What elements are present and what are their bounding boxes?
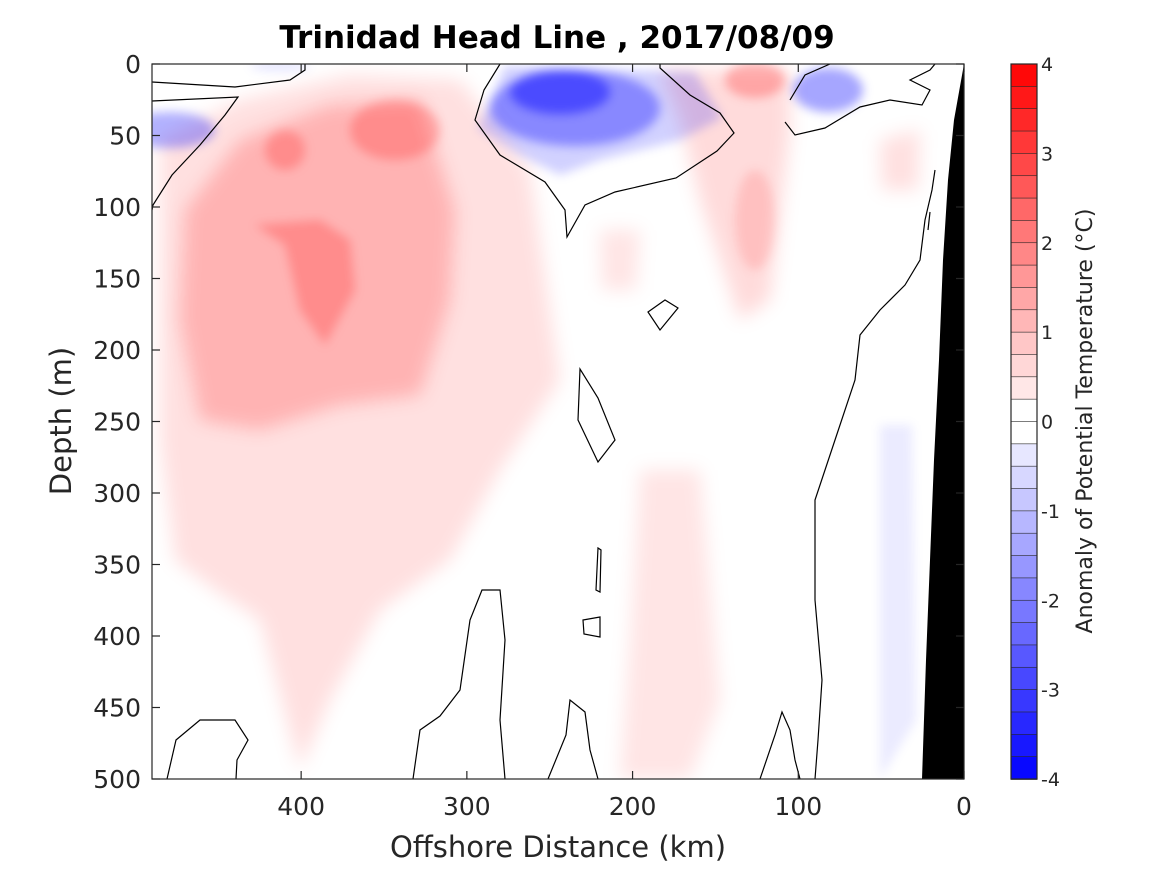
y-axis: 0 50 100 150 200 250 300 350 400 450 500: [93, 50, 964, 794]
anomaly-field: [152, 64, 920, 779]
colorbar-step: [1010, 756, 1038, 780]
colorbar-step: [1010, 555, 1038, 579]
colorbar-tick-label: 0: [1041, 412, 1053, 434]
colorbar-step: [1010, 264, 1038, 289]
x-tick-label: 100: [774, 792, 822, 821]
colorbar-step: [1010, 644, 1038, 669]
colorbar-step: [1010, 398, 1038, 423]
colorbar-step: [1010, 465, 1038, 490]
colorbar-frame: [1010, 63, 1038, 780]
colorbar-step: [1010, 488, 1038, 512]
colorbar-step: [1010, 599, 1038, 624]
colorbar-step: [1010, 510, 1038, 535]
zero-contours: [152, 64, 936, 779]
plot-area: [152, 64, 964, 779]
colorbar-tick-label: -3: [1041, 680, 1060, 702]
colorbar-step: [1010, 175, 1038, 199]
colorbar-tick-label: 4: [1041, 54, 1053, 76]
colorbar-step: [1010, 331, 1038, 356]
colorbar-label: Anomaly of Potential Temperature (°C): [1073, 209, 1098, 634]
colorbar-step: [1010, 287, 1038, 311]
colorbar-step: [1010, 309, 1038, 333]
y-tick-label: 500: [93, 765, 141, 794]
colorbar-tick-label: 1: [1041, 322, 1053, 344]
y-tick-label: 150: [93, 265, 141, 294]
x-tick-label: 200: [609, 792, 657, 821]
y-tick-label: 0: [125, 50, 141, 79]
colorbar-tick-label: -4: [1041, 769, 1060, 791]
x-axis: 400 300 200 100 0: [277, 64, 972, 821]
colorbar-step: [1010, 153, 1038, 177]
colorbar-step: [1010, 622, 1038, 646]
colorbar-step: [1010, 130, 1038, 155]
colorbar-step: [1010, 421, 1038, 445]
y-tick-label: 300: [93, 479, 141, 508]
colorbar-step: [1010, 354, 1038, 378]
colorbar-step: [1010, 242, 1038, 266]
y-tick-label: 50: [109, 122, 141, 151]
colorbar-tick-label: -1: [1041, 501, 1060, 523]
colorbar-step: [1010, 197, 1038, 222]
x-tick-label: 400: [277, 792, 325, 821]
y-axis-label: Depth (m): [44, 347, 78, 495]
colorbar-step: [1010, 711, 1038, 736]
colorbar-tick-label: 2: [1041, 233, 1053, 255]
colorbar-step: [1010, 577, 1038, 602]
y-tick-label: 100: [93, 193, 141, 222]
colorbar-step: [1010, 689, 1038, 713]
y-tick-label: 400: [93, 622, 141, 651]
chart-title: Trinidad Head Line , 2017/08/09: [279, 20, 834, 56]
x-axis-label: Offshore Distance (km): [390, 830, 726, 864]
x-tick-label: 0: [956, 792, 972, 821]
y-tick-label: 350: [93, 551, 141, 580]
colorbar-step: [1010, 86, 1038, 110]
colorbar-tick-label: -2: [1041, 590, 1060, 612]
y-tick-label: 250: [93, 408, 141, 437]
colorbar-step: [1010, 63, 1038, 88]
x-tick-label: 300: [443, 792, 491, 821]
colorbar-step: [1010, 734, 1038, 758]
colorbar-step: [1010, 443, 1038, 467]
colorbar: 4 3 2 1 0 -1 -2 -3 -4: [1010, 54, 1060, 791]
colorbar-step: [1010, 108, 1038, 132]
colorbar-step: [1010, 220, 1038, 244]
y-tick-label: 450: [93, 694, 141, 723]
colorbar-tick-label: 3: [1041, 143, 1053, 165]
y-tick-label: 200: [93, 336, 141, 365]
bathymetry-mask: [922, 64, 964, 779]
colorbar-step: [1010, 532, 1038, 557]
colorbar-step: [1010, 666, 1038, 691]
colorbar-step: [1010, 376, 1038, 400]
